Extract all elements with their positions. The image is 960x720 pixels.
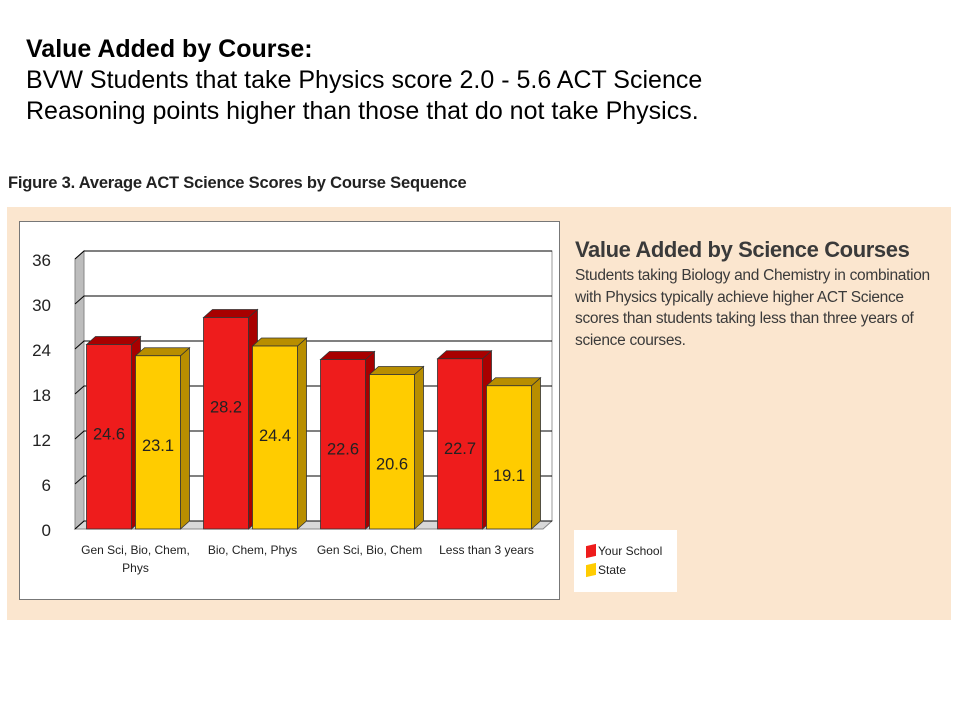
x-tick-label: Phys (122, 561, 149, 575)
bar-top-state (251, 337, 308, 347)
bar-top-your-school (319, 351, 376, 360)
bar-side-state (531, 376, 541, 530)
legend-item-your-school: Your School (586, 543, 663, 559)
legend-item-state: State (586, 562, 627, 578)
bar-top-state (368, 366, 425, 375)
data-label-your-school: 28.2 (210, 399, 242, 417)
bar-your-school (320, 359, 366, 530)
figure-panel: 0 6 12 18 24 30 36 24.6 23.1 Gen Sci, Bio, Chem, P… (7, 207, 951, 620)
y-tick-label: 6 (42, 476, 51, 495)
bar-state (486, 385, 532, 530)
x-tick-label: Gen Sci, Bio, Chem (317, 543, 422, 557)
legend-swatch-your-school (586, 543, 596, 559)
data-label-state: 20.6 (376, 456, 408, 474)
bar-your-school (86, 344, 132, 530)
x-tick-label: Gen Sci, Bio, Chem, (81, 543, 190, 557)
bar-top-your-school (436, 350, 493, 360)
y-tick-label: 0 (42, 521, 51, 540)
bar-chart: 0 6 12 18 24 30 36 24.6 23.1 Gen Sci, Bio, Chem, P… (32, 249, 554, 575)
bar-side-state (180, 346, 190, 530)
y-tick-label: 18 (32, 386, 51, 405)
y-tick-label: 12 (32, 431, 51, 450)
bar-state (252, 345, 298, 530)
y-tick-label: 24 (32, 341, 51, 360)
sidebar-title: Value Added by Science Courses (575, 237, 910, 262)
data-label-state: 19.1 (493, 467, 525, 485)
slide-text: Value Added by Course: BVW Students that… (26, 34, 946, 127)
gridline (74, 340, 552, 350)
data-label-your-school: 22.7 (444, 440, 476, 458)
x-tick-label: Bio, Chem, Phys (208, 543, 297, 557)
bar-your-school (203, 317, 249, 530)
figure-title: Figure 3. Average ACT Science Scores by … (8, 174, 467, 192)
bar-your-school (437, 358, 483, 530)
bar-side-state (297, 337, 307, 530)
bar-state (135, 355, 181, 530)
y-tick-label: 30 (32, 296, 51, 315)
gridline (74, 295, 552, 305)
chart-frame: 0 6 12 18 24 30 36 24.6 23.1 Gen Sci, Bio, Chem, P… (19, 221, 560, 600)
gridline (74, 250, 552, 260)
bar-state (369, 374, 415, 530)
bar-side-state (414, 365, 424, 530)
bar-top-your-school (85, 336, 142, 345)
data-label-state: 24.4 (259, 427, 291, 445)
y-tick-label: 36 (32, 251, 51, 270)
sidebar-note: Value Added by Science Courses Students … (575, 237, 945, 351)
x-tick-label: Less than 3 years (439, 543, 534, 557)
legend-label-state: State (598, 563, 627, 577)
data-label-your-school: 22.6 (327, 441, 359, 459)
legend-label-your-school: Your School (598, 544, 663, 558)
slide-heading: Value Added by Course: (26, 35, 313, 63)
bar-top-your-school (202, 309, 259, 318)
data-label-state: 23.1 (142, 437, 174, 455)
slide-line-2: Reasoning points higher than those that … (26, 97, 699, 125)
slide-line-1: BVW Students that take Physics score 2.0… (26, 66, 703, 94)
sidebar-body: Students taking Biology and Chemistry in… (575, 267, 930, 349)
legend-swatch-state (586, 562, 596, 578)
data-label-your-school: 24.6 (93, 426, 125, 444)
bar-top-state (134, 347, 191, 357)
bar-top-state (485, 377, 542, 387)
chart-legend: Your School State (574, 530, 677, 592)
